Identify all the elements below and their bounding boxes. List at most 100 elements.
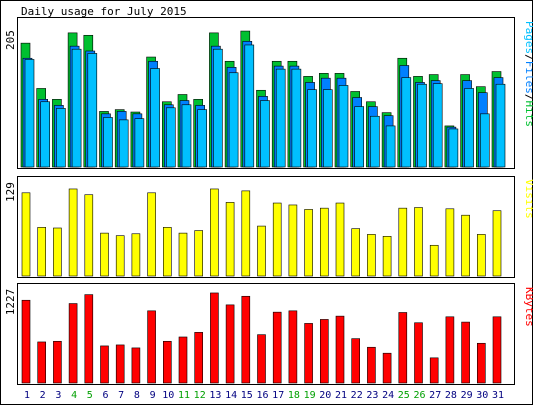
kbytes-bar-day-12	[194, 332, 203, 384]
kbytes-bar-day-10	[163, 340, 172, 384]
day-label-28: 28	[445, 390, 457, 401]
kbytes-bar-day-29	[461, 321, 470, 384]
pages-bar-day-26	[417, 83, 427, 168]
legend-pages: Pages	[523, 21, 533, 54]
pages-bar-day-14	[228, 72, 239, 168]
day-label-17: 17	[272, 390, 284, 401]
day-label-7: 7	[118, 390, 124, 401]
pages-bar-day-22	[354, 106, 365, 168]
visits-bar-day-31	[492, 210, 502, 277]
pages-bar-day-7	[118, 119, 129, 168]
pages-bar-day-5	[87, 53, 98, 168]
visits-ymax-label: 129	[4, 182, 17, 202]
pages-bar-day-21	[338, 85, 349, 168]
legend-kbytes: KBytes	[523, 287, 533, 327]
legend-separator-2: /	[523, 94, 533, 101]
kbytes-bar-day-11	[178, 336, 188, 384]
visits-bar-day-4	[68, 188, 78, 277]
kbytes-bar-day-9	[147, 310, 156, 384]
visits-bar-day-5	[84, 194, 94, 277]
visits-bar-day-28	[445, 208, 455, 277]
day-label-21: 21	[335, 390, 347, 401]
pages-bar-day-18	[291, 68, 302, 168]
day-label-8: 8	[134, 390, 140, 401]
day-label-12: 12	[194, 390, 206, 401]
visits-bar-day-20	[319, 207, 329, 277]
kbytes-bar-day-22	[351, 338, 361, 384]
kbytes-bar-day-15	[241, 295, 251, 384]
pages-bar-day-8	[134, 118, 145, 168]
pages-bar-day-31	[495, 83, 506, 168]
pages-bar-day-16	[260, 100, 270, 168]
visits-bar-day-17	[272, 202, 282, 277]
day-label-4: 4	[71, 390, 77, 401]
day-label-25: 25	[398, 390, 410, 401]
visits-bar-day-22	[351, 228, 361, 277]
pages-bar-day-15	[244, 44, 255, 168]
pages-bar-day-25	[401, 77, 412, 168]
day-label-6: 6	[102, 390, 108, 401]
legend-visits: Visits	[523, 179, 533, 219]
pages-bar-day-4	[71, 48, 82, 168]
visits-bar-day-13	[210, 188, 219, 277]
day-label-15: 15	[241, 390, 253, 401]
kbytes-bar-day-17	[272, 311, 282, 384]
kbytes-bar-day-28	[445, 316, 455, 384]
visits-bar-day-8	[131, 233, 141, 277]
day-label-19: 19	[304, 390, 316, 401]
pages-bar-day-10	[166, 107, 176, 168]
visits-bar-day-24	[382, 236, 392, 277]
day-label-18: 18	[288, 390, 300, 401]
pages-bar-day-19	[307, 89, 317, 168]
visits-bar-day-2	[37, 227, 47, 277]
day-label-3: 3	[55, 390, 61, 401]
pages-bar-day-12	[197, 109, 207, 168]
day-label-23: 23	[366, 390, 378, 401]
day-label-16: 16	[256, 390, 268, 401]
day-label-10: 10	[162, 390, 174, 401]
day-label-26: 26	[413, 390, 425, 401]
pages-bar-day-9	[150, 68, 160, 168]
pages-bar-day-1	[24, 59, 35, 168]
legend-files: Files	[523, 61, 533, 94]
kbytes-bar-day-31	[492, 316, 502, 384]
visits-bar-day-14	[225, 202, 235, 277]
day-label-22: 22	[351, 390, 363, 401]
kbytes-bar-day-19	[304, 323, 313, 384]
pages-bar-day-20	[322, 89, 333, 168]
kbytes-bar-day-18	[288, 310, 298, 384]
visits-bar-day-11	[178, 232, 188, 277]
pages-bar-day-3	[56, 108, 66, 168]
visits-bar-day-19	[304, 209, 313, 277]
legend-hits: Hits	[523, 101, 533, 128]
visits-bar-day-9	[147, 192, 156, 277]
pages-bar-day-11	[181, 104, 192, 168]
kbytes-bar-day-1	[21, 299, 31, 384]
day-label-9: 9	[150, 390, 156, 401]
day-label-1: 1	[24, 390, 30, 401]
kbytes-bar-day-14	[225, 304, 235, 384]
day-label-2: 2	[40, 390, 46, 401]
kbytes-bar-day-13	[210, 292, 219, 384]
day-label-5: 5	[87, 390, 93, 401]
visits-bar-day-15	[241, 190, 251, 277]
day-label-13: 13	[209, 390, 221, 401]
visits-bar-day-18	[288, 204, 298, 277]
visits-bar-day-27	[429, 244, 439, 277]
pages-bar-day-23	[370, 115, 380, 168]
day-label-14: 14	[225, 390, 237, 401]
kbytes-bar-day-20	[319, 319, 329, 384]
legend-separator-1: /	[523, 54, 533, 61]
pages-bar-day-27	[432, 83, 443, 168]
hits-bars	[20, 30, 506, 168]
kbytes-bar-day-26	[414, 322, 423, 384]
kbytes-bar-day-6	[100, 345, 109, 384]
kbytes-bar-day-2	[37, 341, 47, 384]
visits-bar-day-6	[100, 232, 109, 277]
visits-bars	[21, 188, 502, 277]
visits-bar-day-1	[21, 192, 31, 277]
kbytes-bar-day-21	[335, 315, 345, 384]
pages-bar-day-2	[40, 101, 51, 168]
chart-title: Daily usage for July 2015	[21, 5, 187, 18]
